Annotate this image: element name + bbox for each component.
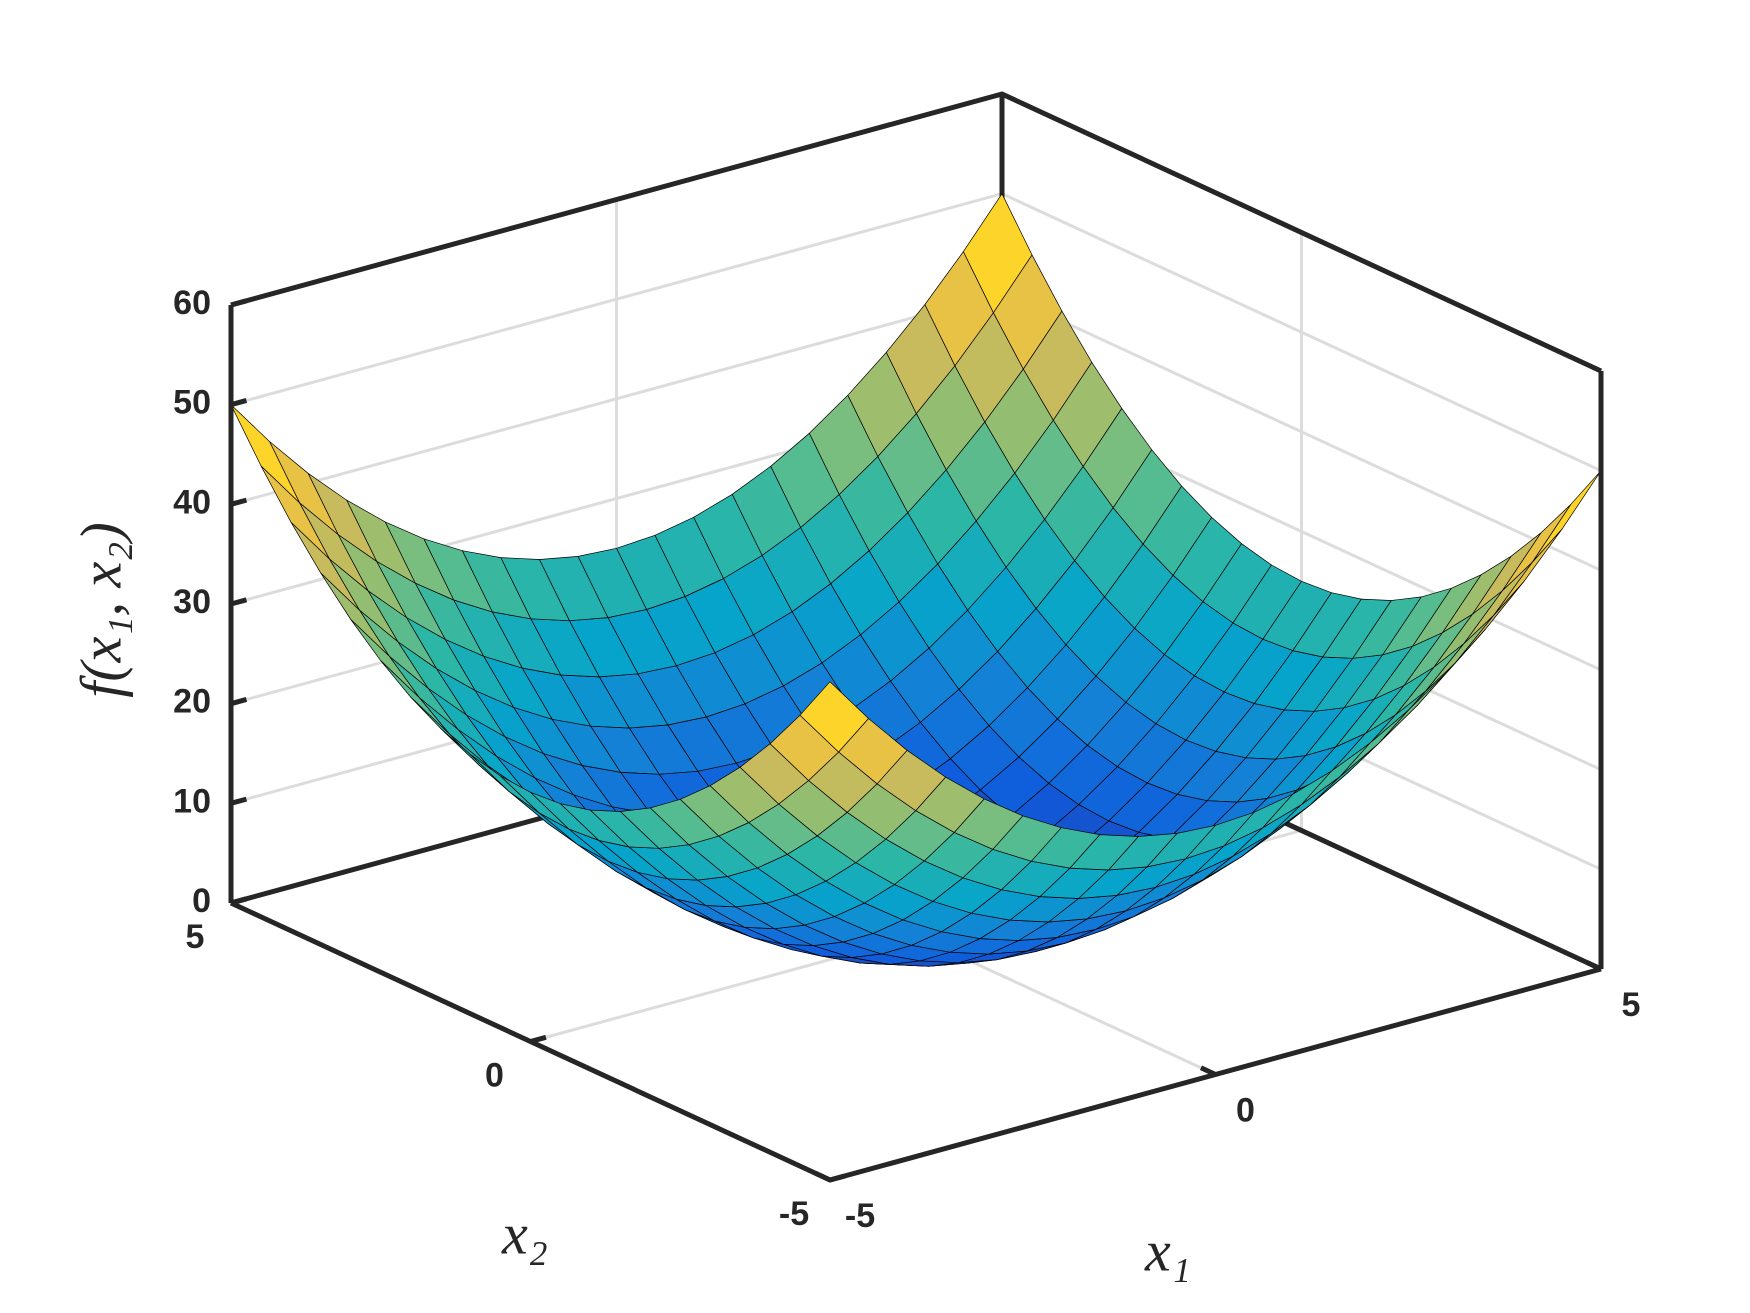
tick-mark xyxy=(230,697,248,707)
y-tick-label: -5 xyxy=(779,1195,809,1233)
y-tick-label: 0 xyxy=(485,1056,504,1094)
tick-mark xyxy=(814,1171,832,1183)
box-front xyxy=(228,298,1604,1183)
z-tick-label: 40 xyxy=(173,483,211,521)
y-axis-label: x₂ xyxy=(501,1201,548,1266)
tick-mark xyxy=(230,298,248,308)
z-tick-label: 0 xyxy=(192,882,211,920)
x-tick-label: 5 xyxy=(1622,986,1641,1024)
tick-mark xyxy=(829,1173,847,1183)
tick-mark xyxy=(529,1034,547,1044)
surface-face xyxy=(230,404,300,504)
surface-face xyxy=(799,681,869,753)
surface-face xyxy=(1532,470,1602,563)
tick-mark xyxy=(230,896,248,906)
surface-face xyxy=(1502,503,1572,591)
y-tick-label: 5 xyxy=(186,918,205,956)
tick-mark xyxy=(230,796,248,806)
z-axis-label: f(x₁, x₂) xyxy=(68,522,133,698)
z-tick-label: 60 xyxy=(173,284,211,322)
surface-face xyxy=(963,193,1033,314)
z-tick-label: 30 xyxy=(173,583,211,621)
x-tick-label: -5 xyxy=(845,1197,875,1235)
tick-mark xyxy=(1585,960,1603,972)
x-axis-label: x₁ xyxy=(1144,1218,1191,1283)
z-tick-label: 50 xyxy=(173,384,211,422)
tick-mark xyxy=(230,497,248,507)
surface xyxy=(230,193,1602,967)
tick-mark xyxy=(1199,1065,1217,1077)
z-tick-label: 10 xyxy=(173,782,211,820)
x-tick-label: 0 xyxy=(1236,1091,1255,1129)
z-tick-label: 20 xyxy=(173,683,211,721)
tick-mark xyxy=(230,597,248,607)
tick-mark xyxy=(230,398,248,408)
